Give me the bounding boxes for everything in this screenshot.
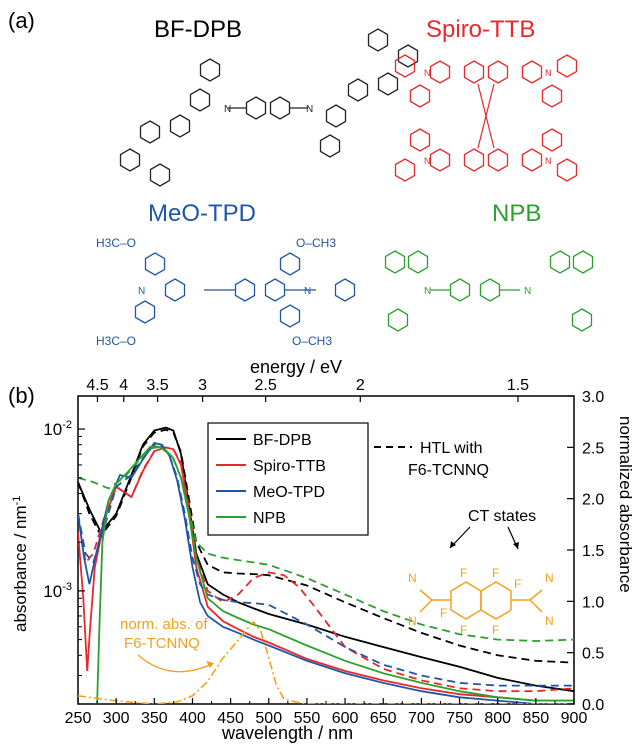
svg-text:N: N [224,104,231,115]
top-tick-label: 2.5 [255,377,277,394]
x-axis-label: wavelength / nm [222,723,354,743]
meo-label-top-left: H3C–O [96,236,137,250]
left-tick-label: 10-2 [43,419,72,439]
norm-abs-annotation: norm. abs. of F6-TCNNQ [120,616,214,673]
molecule-name-npb: NPB [492,200,542,227]
x-tick-label: 250 [65,710,92,727]
legend-label-spiro-ttb: Spiro-TTB [253,458,326,475]
right-tick-label: 2.0 [582,492,604,509]
svg-text:F: F [460,566,467,580]
series-line-3 [78,446,574,693]
norm-abs-arrow [137,654,213,673]
legend-label-meo-tpd: MeO-TPD [253,484,325,501]
legend-label-npb: NPB [253,510,286,527]
svg-text:N: N [524,286,531,297]
f6-tcnnq-atoms: N N N N F F F F F F [408,566,554,637]
right-tick-label: 1.0 [582,594,604,611]
x-tick-label: 300 [103,710,130,727]
x-tick-label: 700 [408,710,435,727]
series-line-5 [78,443,574,687]
molecule-name-meo-tpd: MeO-TPD [148,200,256,227]
npb-structure [384,250,594,332]
meo-label-bottom-right: O–CH3 [292,334,333,348]
svg-text:N: N [545,68,552,78]
svg-text:N: N [306,104,313,115]
norm-abs-label-1: norm. abs. of [120,616,208,633]
panel-a-label: (a) [8,8,35,33]
x-tick-label: 500 [255,710,282,727]
svg-text:F: F [460,623,467,637]
svg-text:N: N [408,571,417,585]
right-tick-label: 3.0 [582,389,604,406]
x-tick-label: 400 [179,710,206,727]
right-tick-label: 2.5 [582,440,604,457]
top-tick-label: 4 [119,377,128,394]
molecule-name-spiro-ttb: Spiro-TTB [426,16,536,43]
x-tick-label: 800 [484,710,511,727]
x-tick-label: 850 [522,710,549,727]
meo-label-top-right: O–CH3 [296,236,337,250]
x-tick-label: 450 [217,710,244,727]
meo-tpd-structure [134,252,356,328]
top-tick-label: 3 [198,377,207,394]
svg-text:N: N [138,286,145,297]
right-tick-label: 0.5 [582,646,604,663]
top-tick-label: 3.5 [146,377,168,394]
svg-text:F: F [514,577,521,591]
y-axis-left-label: absorbance / nm-1 [11,496,30,632]
series-line-7 [78,446,574,642]
svg-text:N: N [424,68,431,78]
legend-dashed-label-1: HTL with [420,440,483,457]
ct-states-label: CT states [468,508,536,525]
spiro-ttb-n-atoms: N N N N [424,68,552,166]
svg-text:N: N [424,156,431,166]
x-tick-label: 550 [294,710,321,727]
x-tick-label: 750 [446,710,473,727]
x-tick-label: 350 [141,710,168,727]
left-tick-label: 10-3 [43,581,72,601]
series-line-8 [78,620,574,704]
svg-text:F: F [440,606,447,620]
x-tick-label: 600 [332,710,359,727]
ct-arrowhead-2 [513,542,519,549]
spiro-ttb-structure [394,54,578,182]
norm-abs-label-2: F6-TCNNQ [124,635,200,652]
meo-label-bottom-left: H3C–O [96,334,137,348]
top-tick-label: 4.5 [86,377,108,394]
right-tick-label: 1.5 [582,543,604,560]
ct-arrowhead-1 [450,541,456,548]
x-tick-label: 650 [370,710,397,727]
panel-b-label: (b) [8,383,35,408]
bf-dpb-structure [119,28,419,187]
svg-text:N: N [545,614,554,628]
svg-text:N: N [304,286,311,297]
svg-text:N: N [545,156,552,166]
x-tick-label: 900 [561,710,588,727]
top-tick-label: 2 [356,377,365,394]
ct-states-annotation: CT states [449,508,536,550]
svg-text:F: F [492,623,499,637]
svg-text:N: N [408,614,417,628]
top-axis-label: energy / eV [250,357,343,377]
norm-abs-arrowhead [206,661,214,668]
f6-tcnnq-structure [419,581,543,620]
svg-text:N: N [424,286,431,297]
molecule-name-bf-dpb: BF-DPB [154,16,243,43]
legend-dashed-label-2: F6-TCNNQ [408,462,489,479]
svg-text:F: F [492,566,499,580]
top-tick-label: 1.5 [507,377,529,394]
legend: BF-DPB Spiro-TTB MeO-TPD NPB HTL with F6… [207,422,489,536]
y-axis-right-label: normalized absorbance [616,416,635,593]
right-tick-label: 0.0 [582,697,604,714]
legend-label-bf-dpb: BF-DPB [253,432,312,449]
svg-text:N: N [545,571,554,585]
